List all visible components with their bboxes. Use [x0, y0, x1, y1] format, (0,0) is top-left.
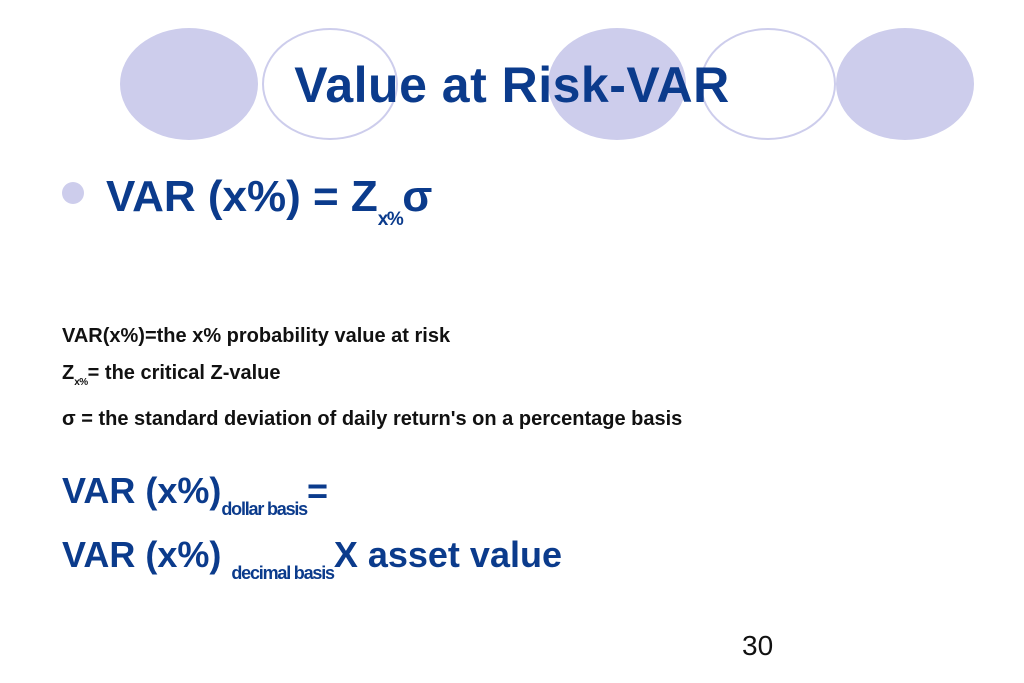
decor-circle-5 [836, 28, 974, 140]
decor-circle-3 [548, 28, 686, 140]
slide-title: Value at Risk-VAR [294, 57, 730, 113]
bullet-formula-main: VAR (x%) = Z [106, 172, 378, 221]
definitions: VAR(x%)=the x% probability value at risk… [62, 318, 682, 438]
formula-line1-main: VAR (x%) [62, 470, 222, 511]
bullet-formula: VAR (x%) = Zx%σ [62, 172, 432, 232]
decor-circle-1 [120, 28, 258, 140]
formula-decimal-basis: VAR (x%) decimal basisX asset value [62, 534, 562, 584]
definition-z-subscript: x% [74, 377, 88, 388]
bullet-formula-subscript: x% [377, 209, 404, 230]
decor-circle-2 [262, 28, 398, 140]
definition-sigma: σ = the standard deviation of daily retu… [62, 401, 682, 438]
formula-line1-tail: = [307, 470, 329, 511]
definition-var: VAR(x%)=the x% probability value at risk [62, 318, 682, 355]
bullet-formula-sigma: σ [402, 172, 433, 221]
definition-z: Zx%= the critical Z-value [62, 355, 682, 401]
formula-line1-subscript: dollar basis [221, 499, 308, 519]
formula-dollar-basis: VAR (x%)dollar basis= [62, 470, 328, 520]
formula-line2-tail: X asset value [333, 534, 562, 575]
definition-sigma-text: σ = the standard deviation of daily retu… [62, 408, 683, 430]
definition-var-text: VAR(x%)=the x% probability value at risk [62, 325, 451, 347]
formula-line2-subscript: decimal basis [231, 563, 335, 583]
decor-circle-4 [700, 28, 836, 140]
definition-z-prefix: Z [62, 362, 75, 384]
bullet-dot-icon [62, 182, 84, 205]
page-number: 30 [742, 630, 774, 661]
formula-line2-main: VAR (x%) [62, 534, 232, 575]
definition-z-text: = the critical Z-value [87, 362, 281, 384]
